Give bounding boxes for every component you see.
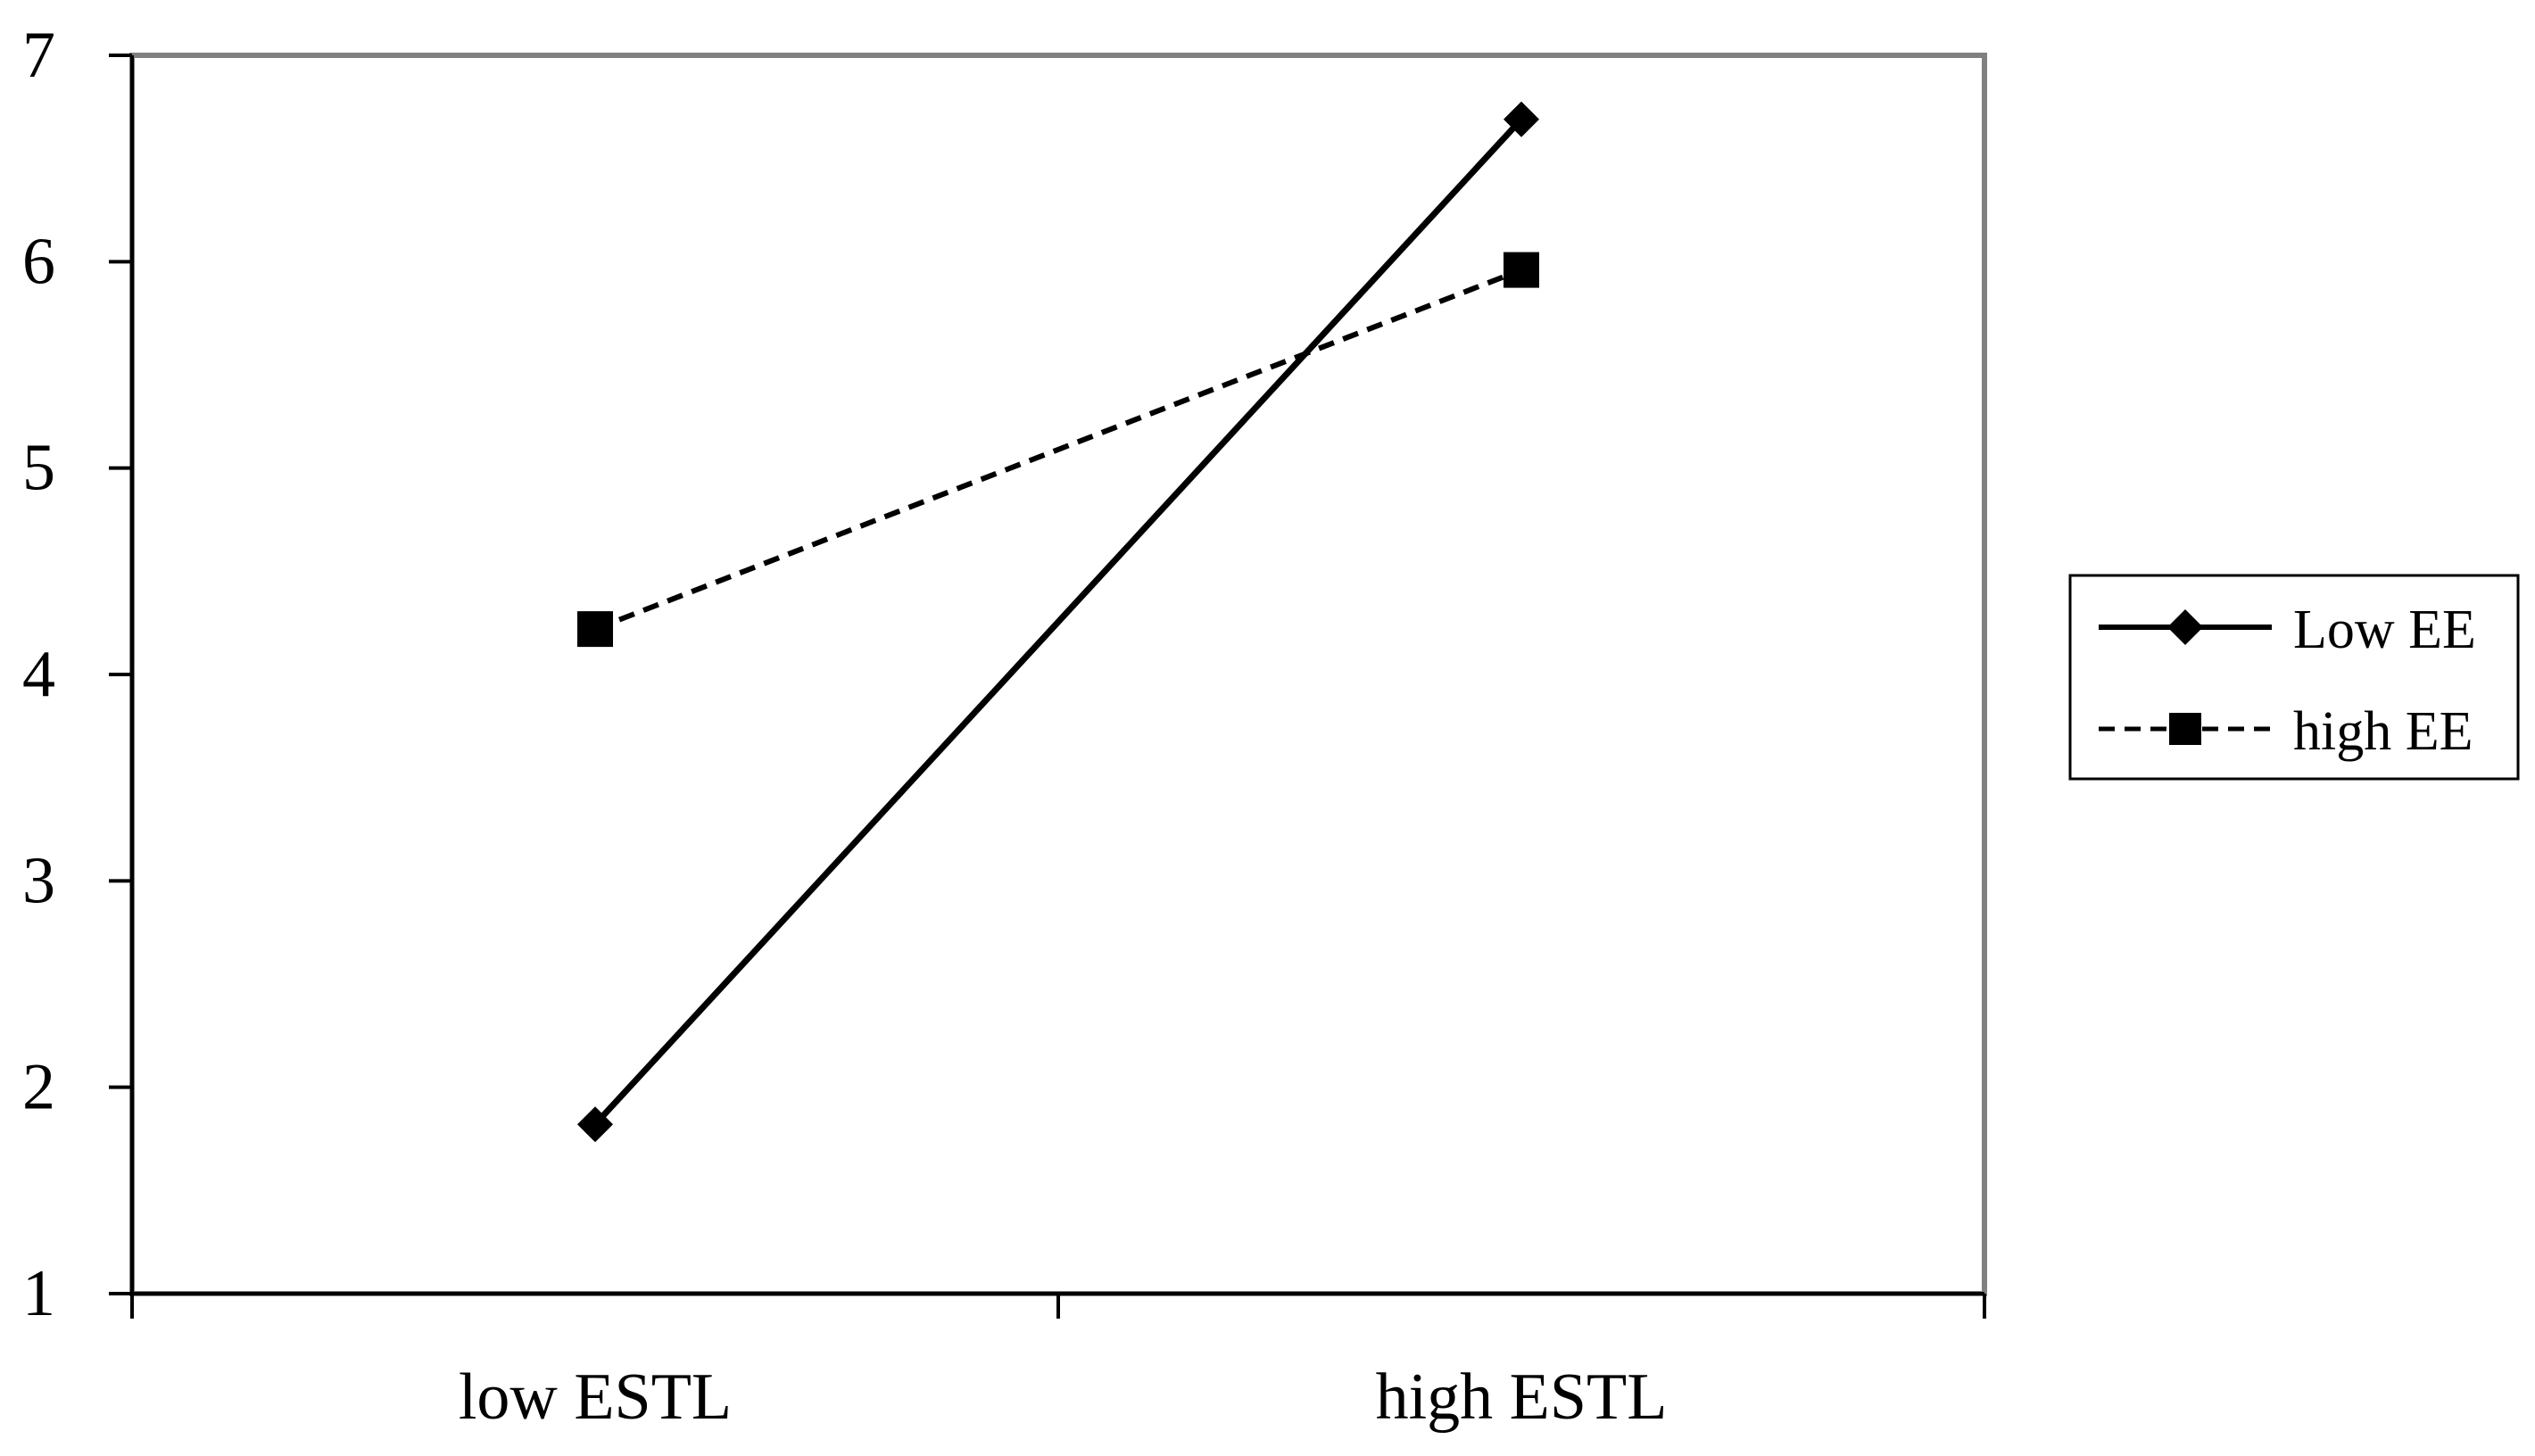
y-axis-ticks: 1 2 3 4 5 6 7: [22, 19, 132, 1330]
y-tick-label: 6: [22, 225, 55, 298]
y-tick-label: 4: [22, 638, 55, 711]
y-tick-label: 1: [22, 1257, 55, 1330]
data-point-high-ee: [1504, 252, 1539, 288]
y-tick-label: 3: [22, 844, 55, 917]
data-point-low-ee: [577, 1106, 613, 1143]
x-tick-label: low ESTL: [459, 1361, 732, 1434]
data-point-high-ee: [577, 611, 613, 648]
x-axis-ticks: low ESTL high ESTL: [130, 1294, 1986, 1434]
legend-box: [2068, 574, 2520, 781]
series-layer: [577, 101, 1539, 1143]
y-tick-label: 7: [22, 19, 55, 92]
legend-entry-high-ee: high EE: [2099, 701, 2473, 762]
x-tick-label: high ESTL: [1376, 1361, 1668, 1434]
legend-label-low-ee: Low EE: [2293, 600, 2476, 660]
data-point-low-ee: [1504, 101, 1539, 137]
legend: Low EE high EE: [2068, 574, 2520, 781]
legend-label-high-ee: high EE: [2293, 701, 2473, 762]
y-tick-label: 2: [22, 1051, 55, 1124]
series-line-low-ee: [592, 117, 1524, 1127]
y-tick-label: 5: [22, 432, 55, 505]
series-line-high-ee: [593, 267, 1523, 632]
legend-marker-diamond: [2167, 609, 2203, 645]
legend-marker-square: [2169, 713, 2201, 745]
legend-entry-low-ee: Low EE: [2099, 600, 2476, 660]
